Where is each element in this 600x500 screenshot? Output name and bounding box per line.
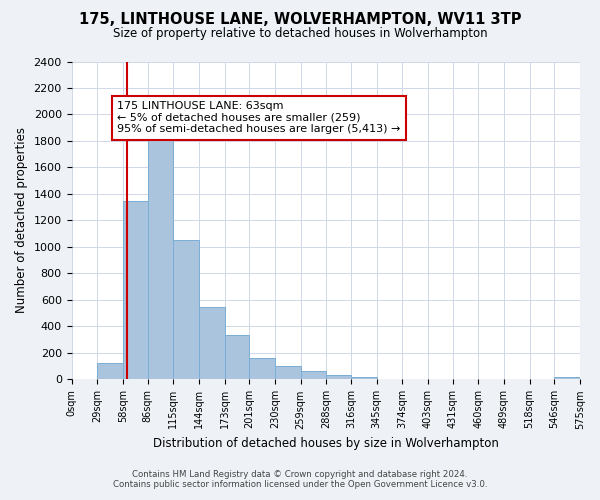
Bar: [554, 377, 580, 380]
Text: Size of property relative to detached houses in Wolverhampton: Size of property relative to detached ho…: [113, 28, 487, 40]
Text: 175 LINTHOUSE LANE: 63sqm
← 5% of detached houses are smaller (259)
95% of semi-: 175 LINTHOUSE LANE: 63sqm ← 5% of detach…: [117, 101, 401, 134]
Bar: [148, 130, 173, 380]
Bar: [97, 363, 123, 380]
Bar: [377, 379, 402, 380]
Y-axis label: Number of detached properties: Number of detached properties: [15, 128, 28, 314]
Bar: [224, 335, 249, 380]
Bar: [275, 366, 301, 380]
Text: 175, LINTHOUSE LANE, WOLVERHAMPTON, WV11 3TP: 175, LINTHOUSE LANE, WOLVERHAMPTON, WV11…: [79, 12, 521, 28]
X-axis label: Distribution of detached houses by size in Wolverhampton: Distribution of detached houses by size …: [153, 437, 499, 450]
Bar: [173, 240, 199, 380]
Text: Contains HM Land Registry data © Crown copyright and database right 2024.
Contai: Contains HM Land Registry data © Crown c…: [113, 470, 487, 489]
Bar: [123, 200, 148, 380]
Bar: [301, 372, 326, 380]
Bar: [249, 358, 275, 380]
Bar: [326, 376, 351, 380]
Bar: [199, 306, 224, 380]
Bar: [351, 377, 377, 380]
